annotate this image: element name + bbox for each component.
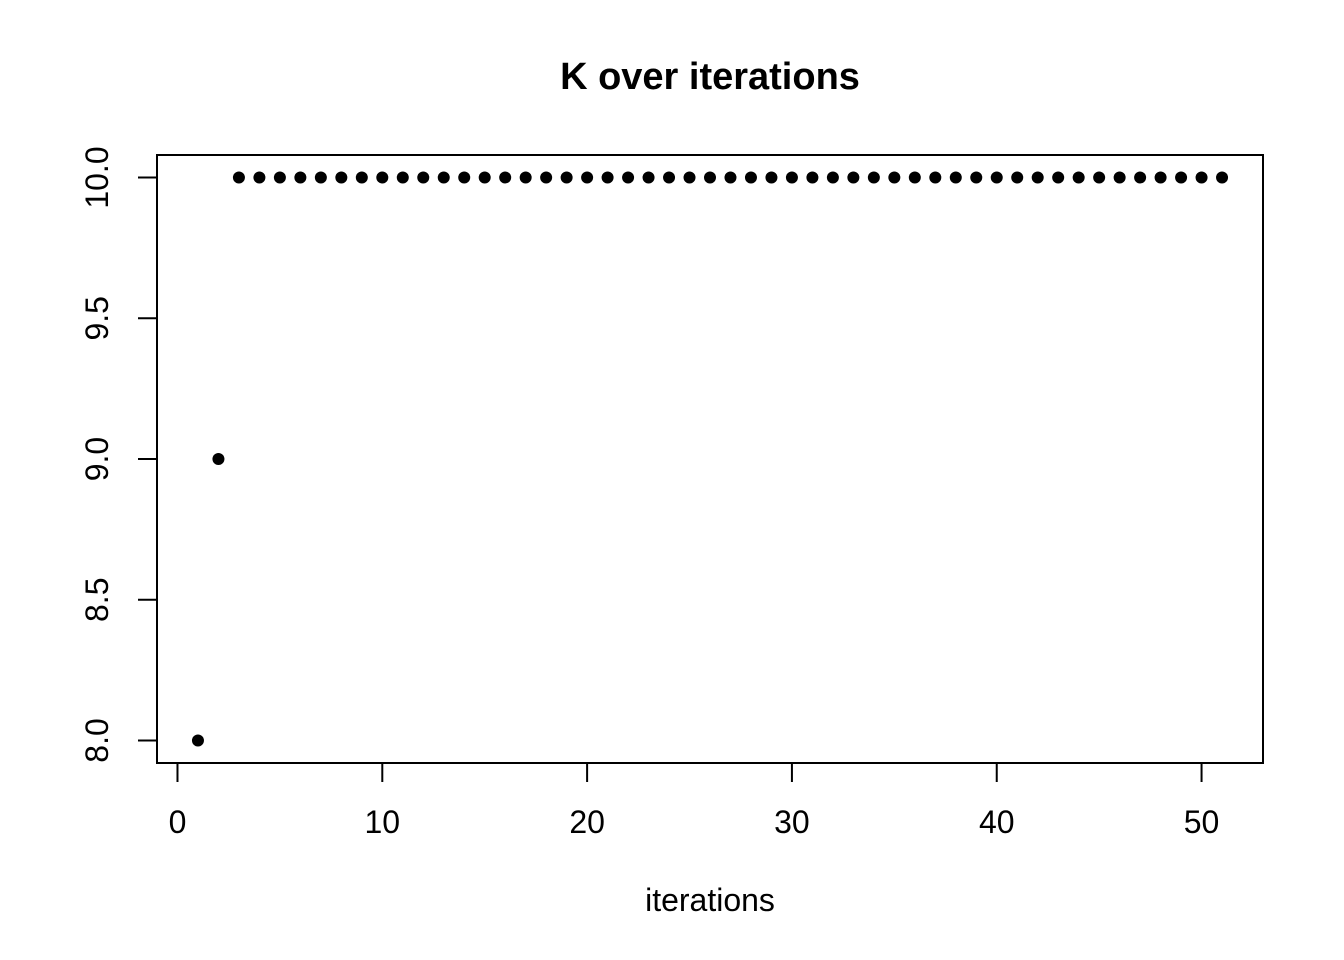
x-tick-label: 0 — [169, 804, 187, 840]
data-point — [1216, 171, 1229, 184]
y-tick-label: 10.0 — [79, 146, 115, 208]
data-point — [1195, 171, 1208, 184]
data-point — [744, 171, 757, 184]
data-point — [847, 171, 860, 184]
data-point — [663, 171, 676, 184]
data-point — [683, 171, 696, 184]
data-point — [273, 171, 286, 184]
data-point — [826, 171, 839, 184]
plot-box — [156, 154, 1264, 764]
data-point — [1113, 171, 1126, 184]
data-point — [867, 171, 880, 184]
data-point — [1052, 171, 1065, 184]
data-point — [724, 171, 737, 184]
x-axis-label: iterations — [645, 882, 775, 918]
x-tick-label: 20 — [569, 804, 605, 840]
data-point — [704, 171, 716, 184]
chart-title: K over iterations — [560, 56, 860, 98]
data-point — [458, 171, 471, 184]
data-point — [396, 171, 409, 184]
data-point — [417, 171, 430, 184]
data-point — [908, 171, 921, 184]
data-point — [355, 171, 368, 184]
x-tick-label: 10 — [364, 804, 400, 840]
data-point — [519, 171, 532, 184]
data-point — [1031, 171, 1044, 184]
data-point — [212, 453, 225, 465]
data-point — [888, 171, 901, 184]
data-point — [499, 171, 512, 184]
data-point — [540, 171, 553, 184]
data-point — [990, 171, 1003, 184]
data-point — [232, 171, 245, 184]
data-point — [1154, 171, 1167, 184]
data-point — [765, 171, 778, 184]
y-tick-label: 8.0 — [79, 718, 115, 762]
data-point — [785, 171, 798, 184]
data-point — [1093, 171, 1106, 184]
data-point — [437, 171, 450, 184]
x-tick-label: 30 — [774, 804, 810, 840]
y-tick-label: 8.5 — [79, 577, 115, 621]
data-point — [191, 734, 204, 747]
data-point — [335, 171, 348, 184]
data-point — [376, 171, 389, 184]
data-point — [949, 171, 962, 184]
x-tick-label: 50 — [1184, 804, 1220, 840]
y-tick-label: 9.0 — [79, 437, 115, 481]
data-point — [253, 171, 266, 184]
data-point — [294, 171, 307, 184]
data-point — [806, 171, 819, 184]
data-point — [929, 171, 942, 184]
data-point — [314, 171, 327, 184]
data-point — [601, 171, 614, 184]
data-point — [478, 171, 491, 184]
data-point — [1011, 171, 1024, 184]
data-point — [622, 171, 635, 184]
data-point — [560, 171, 573, 184]
data-point — [642, 171, 655, 184]
data-point — [581, 171, 594, 184]
data-point — [970, 171, 983, 184]
x-tick-label: 40 — [979, 804, 1015, 840]
data-point — [1175, 171, 1188, 184]
data-point — [1072, 171, 1085, 184]
y-tick-label: 9.5 — [79, 296, 115, 340]
data-point — [1134, 171, 1147, 184]
